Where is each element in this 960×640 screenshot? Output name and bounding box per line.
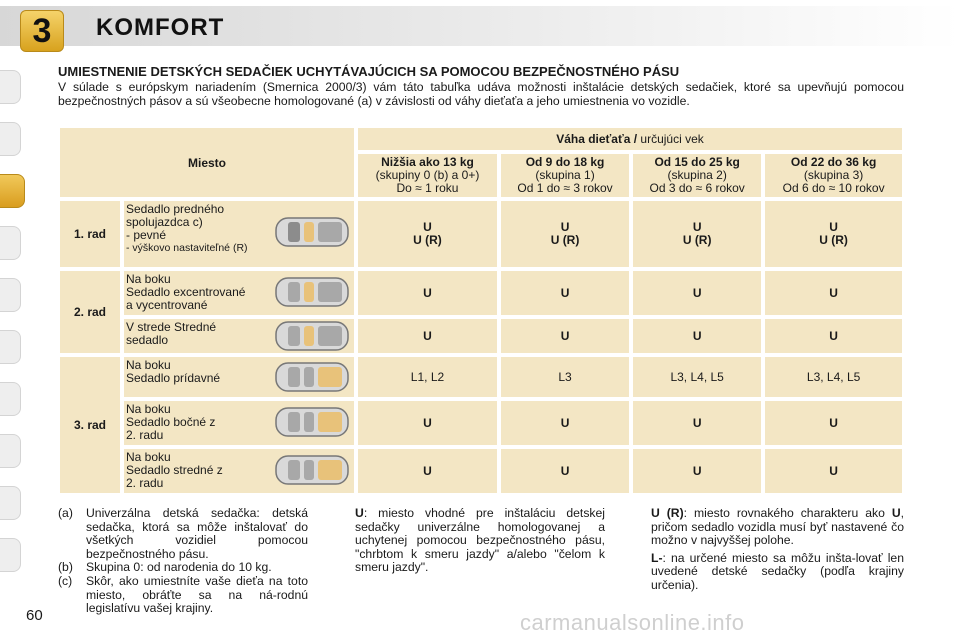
cell-3-2-0: U: [358, 401, 497, 445]
group-0: Nižšia ako 13 kg (skupiny 0 (b) a 0+) Do ≈…: [358, 154, 497, 197]
car-seat-icon: [275, 407, 349, 437]
cell-3-2-2: U: [633, 401, 762, 445]
side-tab-7[interactable]: [0, 382, 21, 416]
cell-2-2-1: U: [500, 319, 630, 353]
child-seat-table: Miesto Váha dieťaťa / určujúci vek Nižši…: [56, 124, 906, 497]
seat-desc-2-2: V strede Stredné sedadlo: [124, 319, 354, 353]
cell-3-1-1: L3: [500, 357, 630, 397]
seat-desc-2-1: Na boku Sedadlo excentrované a vycentrov…: [124, 271, 354, 315]
note-c: (c) Skôr, ako umiestníte vaše dieťa na to…: [58, 573, 308, 616]
group-2: Od 15 do 25 kg (skupina 2) Od 3 do ≈ 6 rok…: [633, 154, 762, 197]
header-place: Miesto: [60, 128, 354, 197]
intro-paragraph: V súlade s európskym nariadením (Smernic…: [58, 80, 904, 108]
page-number: 60: [26, 607, 43, 624]
seat-desc-1-1: Sedadlo predného spolujazdca c) - pevné …: [124, 201, 354, 267]
note-b: (b) Skupina 0: od narodenia do 10 kg.: [58, 560, 272, 575]
side-tab-9[interactable]: [0, 486, 21, 520]
header-weight-bold: Váha dieťaťa /: [556, 132, 638, 146]
side-tab-10[interactable]: [0, 538, 21, 572]
note-l: L-: na určené miesto sa môžu inšta-lovať…: [651, 550, 904, 592]
side-tab-6[interactable]: [0, 330, 21, 364]
cell-3-3-3: U: [765, 449, 902, 493]
cell-2-1-1: U: [500, 271, 630, 315]
header-weight-rest: určujúci vek: [637, 132, 704, 146]
cell-3-3-2: U: [633, 449, 762, 493]
car-seat-icon: [275, 217, 349, 247]
cell-3-1-2: L3, L4, L5: [633, 357, 762, 397]
page-header: 3 KOMFORT: [0, 0, 960, 52]
notes-left: (a) Univerzálna detská sedačka: detská se…: [58, 506, 308, 616]
side-tab-8[interactable]: [0, 434, 21, 468]
cell-3-3-1: U: [500, 449, 630, 493]
group-3: Od 22 do 36 kg (skupina 3) Od 6 do ≈ 10 ro…: [765, 154, 902, 197]
note-u: U: miesto vhodné pre inštaláciu detskej …: [355, 506, 605, 575]
cell-2-2-3: U: [765, 319, 902, 353]
side-tab-4[interactable]: [0, 226, 21, 260]
header-weight: Váha dieťaťa / určujúci vek: [358, 128, 902, 150]
page-title: KOMFORT: [96, 14, 225, 41]
notes-right: U (R): miesto rovnakého charakteru ako U…: [651, 506, 905, 593]
note-ur: U (R): miesto rovnakého charakteru ako U…: [651, 506, 905, 548]
cell-2-2-0: U: [358, 319, 497, 353]
cell-2-1-3: U: [765, 271, 902, 315]
row-label-2: 2. rad: [60, 271, 120, 353]
row-label-3: 3. rad: [60, 357, 120, 493]
watermark: carmanualsonline.info: [520, 610, 745, 635]
side-tab-2[interactable]: [0, 122, 21, 156]
car-seat-icon: [275, 277, 349, 307]
cell-3-2-1: U: [500, 401, 630, 445]
side-tab-1[interactable]: [0, 70, 21, 104]
cell-3-2-3: U: [765, 401, 902, 445]
car-seat-icon: [275, 362, 349, 392]
cell-3-1-3: L3, L4, L5: [765, 357, 902, 397]
section-title: UMIESTNENIE DETSKÝCH SEDAČIEK UCHYTÁVAJÚ…: [58, 64, 680, 79]
seat-desc-3-3: Na boku Sedadlo stredné z 2. radu: [124, 449, 354, 493]
seat-desc-3-1: Na boku Sedadlo prídavné: [124, 357, 354, 397]
cell-2-2-2: U: [633, 319, 762, 353]
row-label-1: 1. rad: [60, 201, 120, 267]
side-tab-5[interactable]: [0, 278, 21, 312]
header-band: [0, 6, 960, 46]
car-seat-icon: [275, 455, 349, 485]
cell-2-1-0: U: [358, 271, 497, 315]
car-seat-icon: [275, 321, 349, 351]
side-tab-active[interactable]: [0, 174, 25, 208]
chapter-badge: 3: [20, 10, 64, 52]
cell-3-1-0: L1, L2: [358, 357, 497, 397]
cell-3-3-0: U: [358, 449, 497, 493]
note-a: (a) Univerzálna detská sedačka: detská se…: [58, 506, 308, 561]
cell-2-1-2: U: [633, 271, 762, 315]
side-tabs: [0, 70, 25, 590]
seat-desc-3-2: Na boku Sedadlo bočné z 2. radu: [124, 401, 354, 445]
group-1: Od 9 do 18 kg (skupina 1) Od 1 do ≈ 3 roko…: [500, 154, 630, 197]
